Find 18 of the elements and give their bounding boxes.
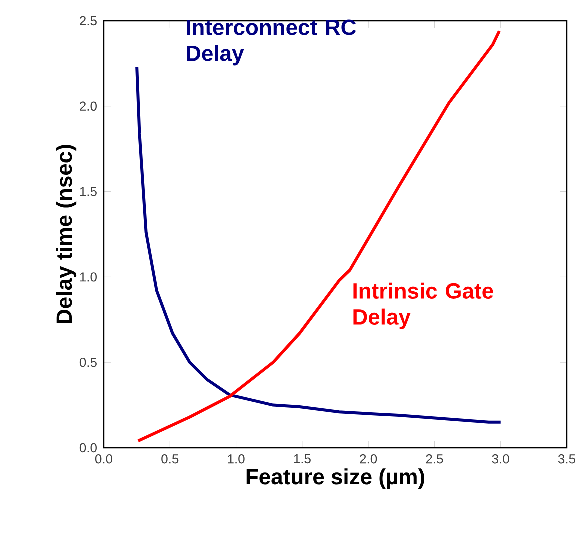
x-tick-label: 3.5 (558, 454, 576, 464)
y-tick-label: 2.5 (80, 16, 97, 26)
y-axis-title: Delay time (nsec) (56, 145, 77, 324)
x-tick-label: 2.5 (426, 454, 444, 464)
x-tick-label: 1.5 (294, 454, 311, 464)
x-tick-label: 3.0 (492, 454, 510, 464)
x-tick-label: 1.0 (228, 454, 245, 464)
y-tick-label: 2.0 (80, 102, 97, 111)
series-label: Intrinsic Gate Delay (354, 282, 494, 330)
y-tick-label: 1.5 (80, 187, 97, 196)
y-tick-label: 0.0 (80, 443, 97, 453)
x-tick-label: 2.0 (360, 454, 378, 464)
x-tick-label: 0.0 (95, 454, 113, 464)
x-axis-title: Feature size (µm) (246, 468, 424, 490)
y-tick-label: 1.0 (80, 272, 97, 282)
text: Interconnect RC Delay (187, 20, 356, 66)
y-tick-label: 0.5 (80, 358, 97, 368)
x-tick-label: 0.5 (162, 454, 179, 464)
